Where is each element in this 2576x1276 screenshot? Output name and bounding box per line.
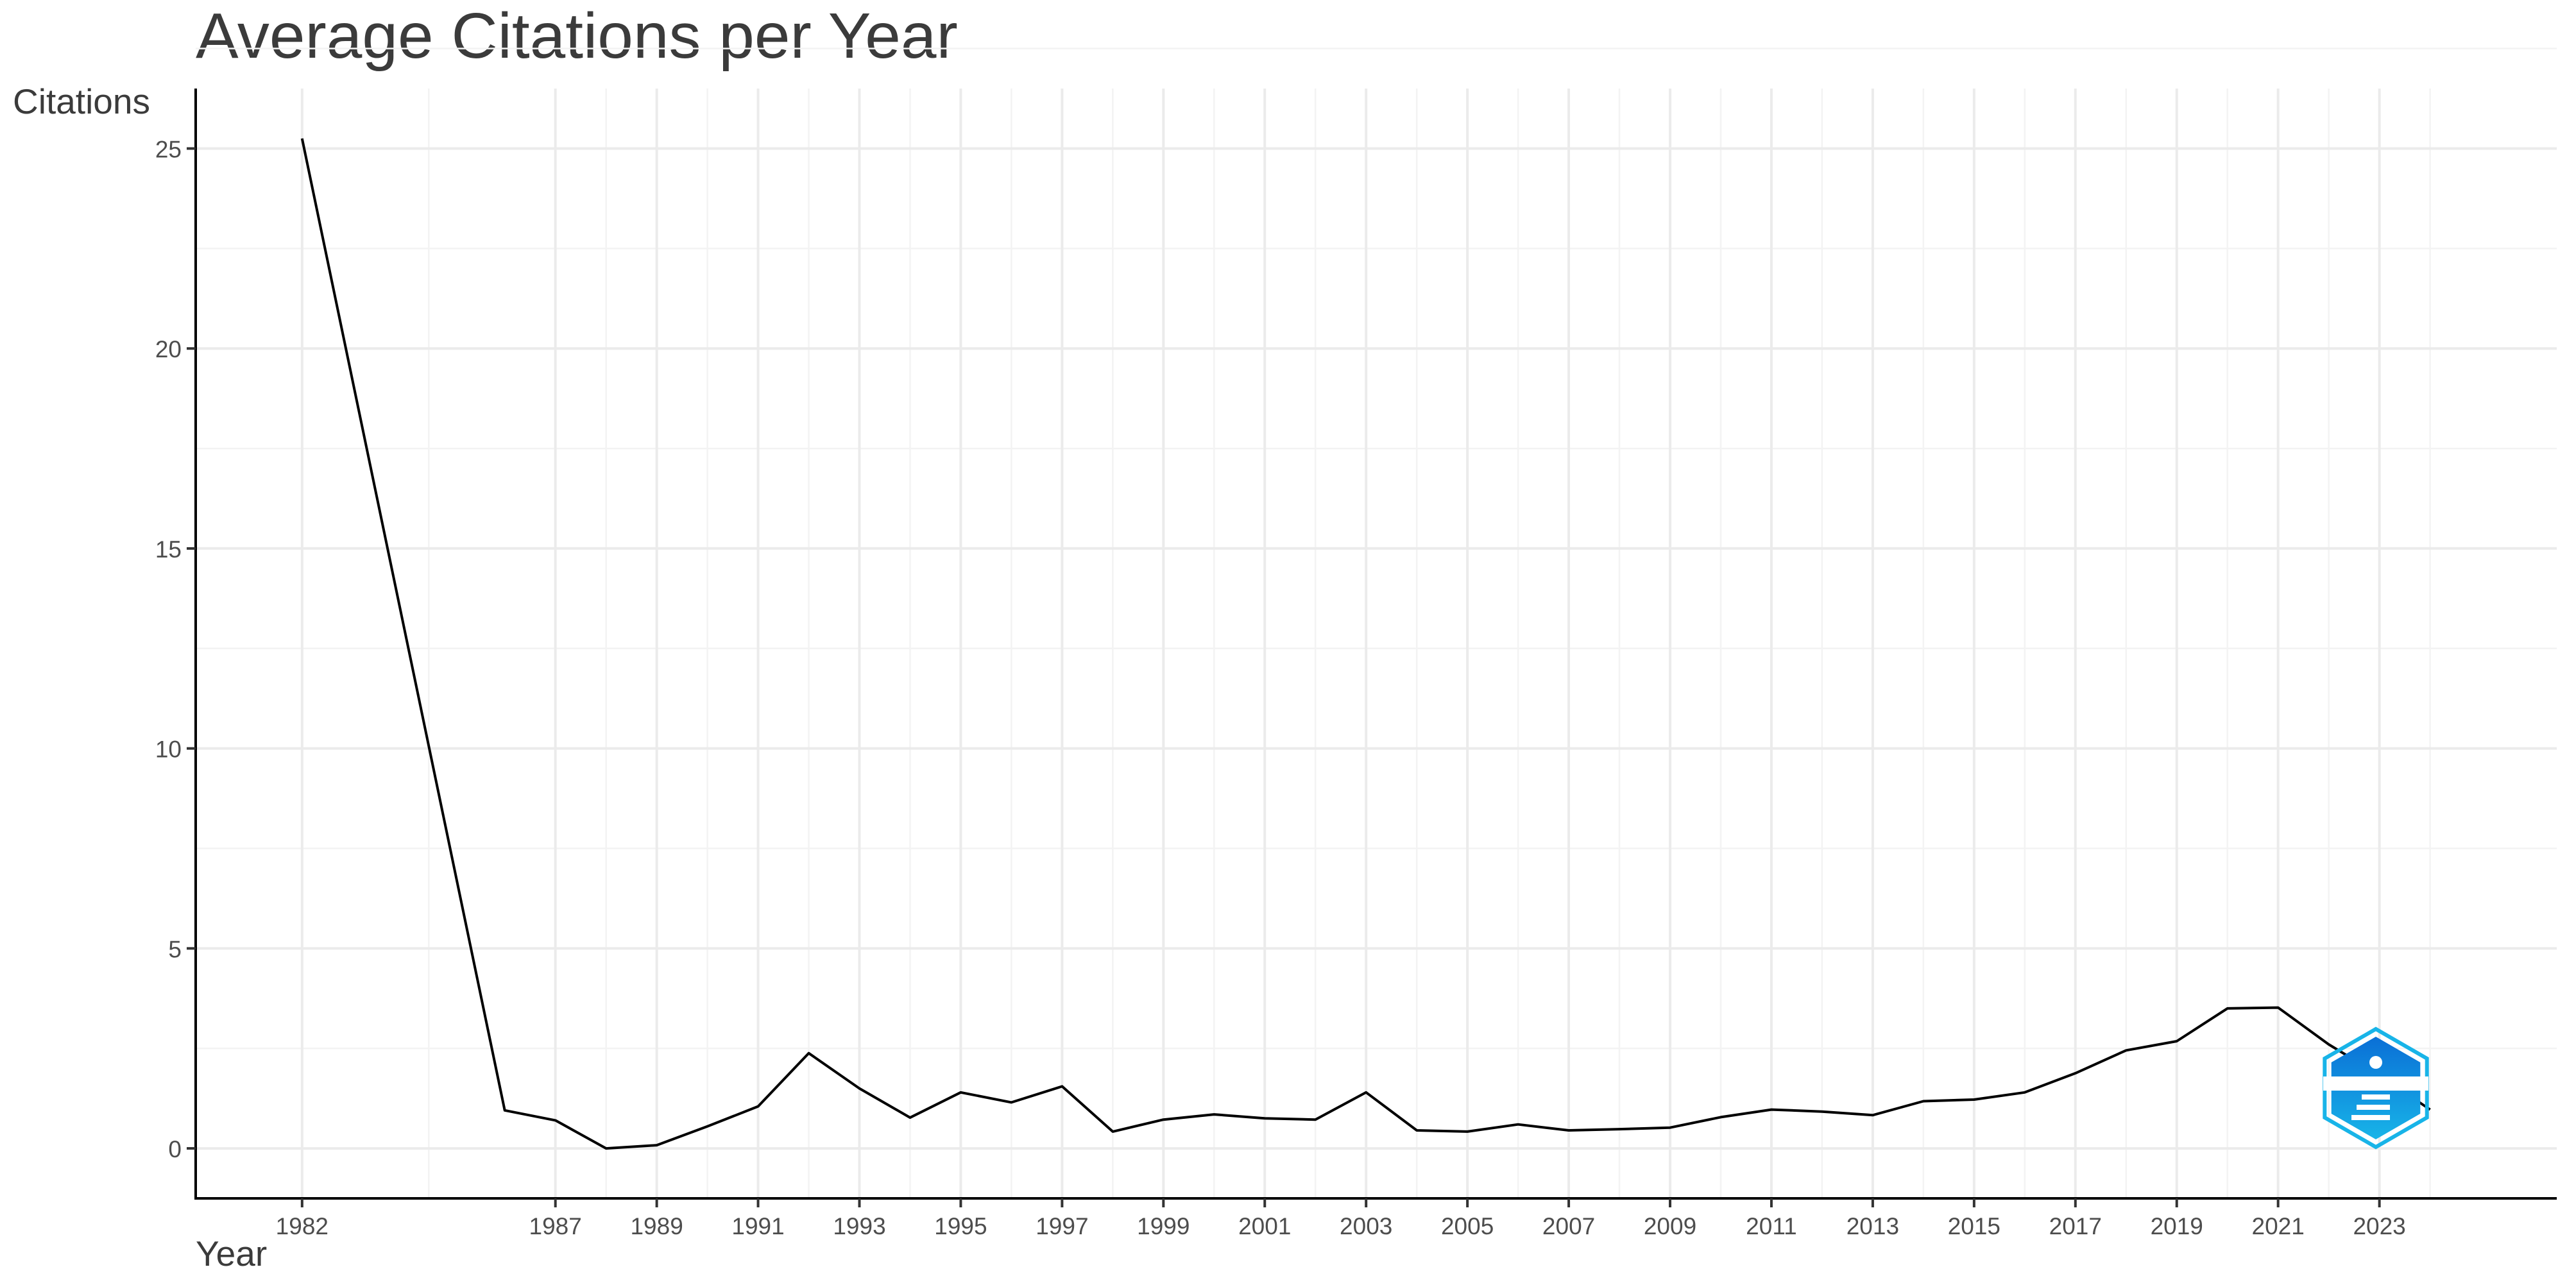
y-tick-label: 0 [168,1136,182,1162]
x-tick-label: 2011 [1746,1213,1797,1239]
y-tick-labels: 0 5 10 15 20 25 [155,137,182,1163]
y-tick-label: 20 [155,336,182,362]
y-tick-label: 25 [155,137,182,163]
x-tick-label: 1993 [833,1213,885,1239]
logo-bar [2351,1115,2390,1120]
x-tick-label: 1999 [1137,1213,1190,1239]
x-tick-label: 1987 [529,1213,582,1239]
x-tick-label: 2009 [1644,1213,1696,1239]
y-tick-label: 5 [168,936,182,962]
x-tick-label: 1997 [1036,1213,1088,1239]
y-tick-label: 15 [155,536,182,563]
bibliometrix-logo [2323,1026,2429,1150]
x-tick-label: 1991 [731,1213,784,1239]
x-tick-labels: 1982 1987 1989 1991 1993 1995 1997 1999 2001 2003… [276,1213,2406,1239]
x-tick-label: 2021 [2252,1213,2305,1239]
logo-bar [2362,1094,2390,1100]
x-tick-label: 2003 [1340,1213,1392,1239]
x-tick-label: 2007 [1542,1213,1595,1239]
chart-title: Average Citations per Year [196,0,958,72]
logo-band [2323,1076,2428,1091]
data-series [300,138,2431,1150]
logo-hexagon-outline [2323,1026,2429,1150]
x-tick-label: 2001 [1238,1213,1291,1239]
series-line [300,138,2431,1150]
x-tick-label: 2013 [1847,1213,1899,1239]
y-tick-label: 10 [155,736,182,763]
x-tick-label: 2019 [2151,1213,2203,1239]
x-tick-label: 1995 [934,1213,987,1239]
logo-dot [2369,1056,2382,1069]
x-tick-label: 2023 [2353,1213,2405,1239]
x-tick-label: 1989 [630,1213,683,1239]
y-axis-title: Citations [13,81,150,121]
axes [187,89,2557,1207]
x-tick-label: 2015 [1948,1213,2000,1239]
grid-lines [196,47,2557,1198]
x-tick-label: 2005 [1441,1213,1494,1239]
x-tick-label: 2017 [2049,1213,2102,1239]
x-axis-title: Year [196,1234,267,1273]
logo-bar [2357,1105,2390,1110]
x-tick-label: 1982 [276,1213,328,1239]
